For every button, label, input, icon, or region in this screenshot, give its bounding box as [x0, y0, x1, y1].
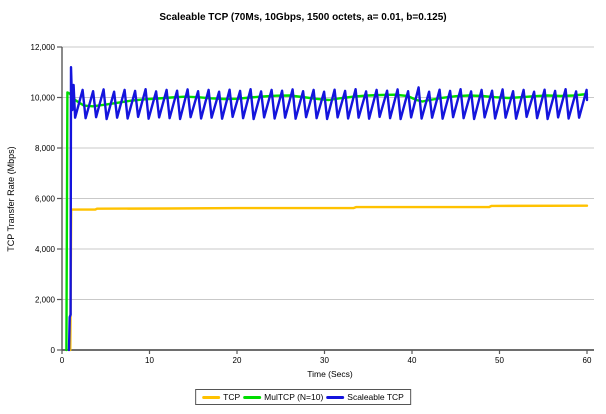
legend-label: Scaleable TCP — [347, 392, 404, 402]
legend-label: MulTCP (N=10) — [264, 392, 324, 402]
legend-swatch — [243, 395, 262, 399]
y-tick-label: 0 — [51, 346, 56, 355]
plot-line-scaleable-tcp — [67, 65, 589, 352]
legend-swatch — [202, 395, 221, 399]
x-tick-label: 0 — [60, 356, 65, 365]
x-tick-label: 40 — [408, 356, 417, 365]
x-tick-label: 20 — [233, 356, 242, 365]
legend-item-multcp-n-10-: MulTCP (N=10) — [243, 392, 323, 402]
y-axis-title: TCP Transfer Rate (Mbps) — [6, 146, 16, 251]
x-tick-label: 10 — [145, 356, 154, 365]
legend-label: TCP — [223, 392, 241, 402]
plot-line-tcp — [69, 204, 589, 352]
y-tick-label: 4,000 — [35, 245, 56, 254]
y-tick-label: 8,000 — [35, 144, 56, 153]
legend: TCP MulTCP (N=10) Scaleable TCP — [195, 389, 411, 405]
x-tick-label: 50 — [495, 356, 504, 365]
y-tick-label: 10,000 — [31, 94, 56, 103]
legend-swatch — [326, 395, 345, 399]
y-tick-label: 2,000 — [35, 296, 56, 305]
x-tick-label: 30 — [320, 356, 329, 365]
legend-item-tcp: TCP — [202, 392, 240, 402]
y-tick-label: 6,000 — [35, 195, 56, 204]
y-tick-label: 12,000 — [31, 43, 56, 52]
x-axis-title: Time (Secs) — [307, 369, 353, 379]
x-tick-label: 60 — [583, 356, 592, 365]
chart-title: Scaleable TCP (70Ms, 10Gbps, 1500 octets… — [159, 12, 447, 23]
legend-item-scaleable-tcp: Scaleable TCP — [326, 392, 404, 402]
plot-line-multcp-n-10- — [65, 91, 589, 352]
